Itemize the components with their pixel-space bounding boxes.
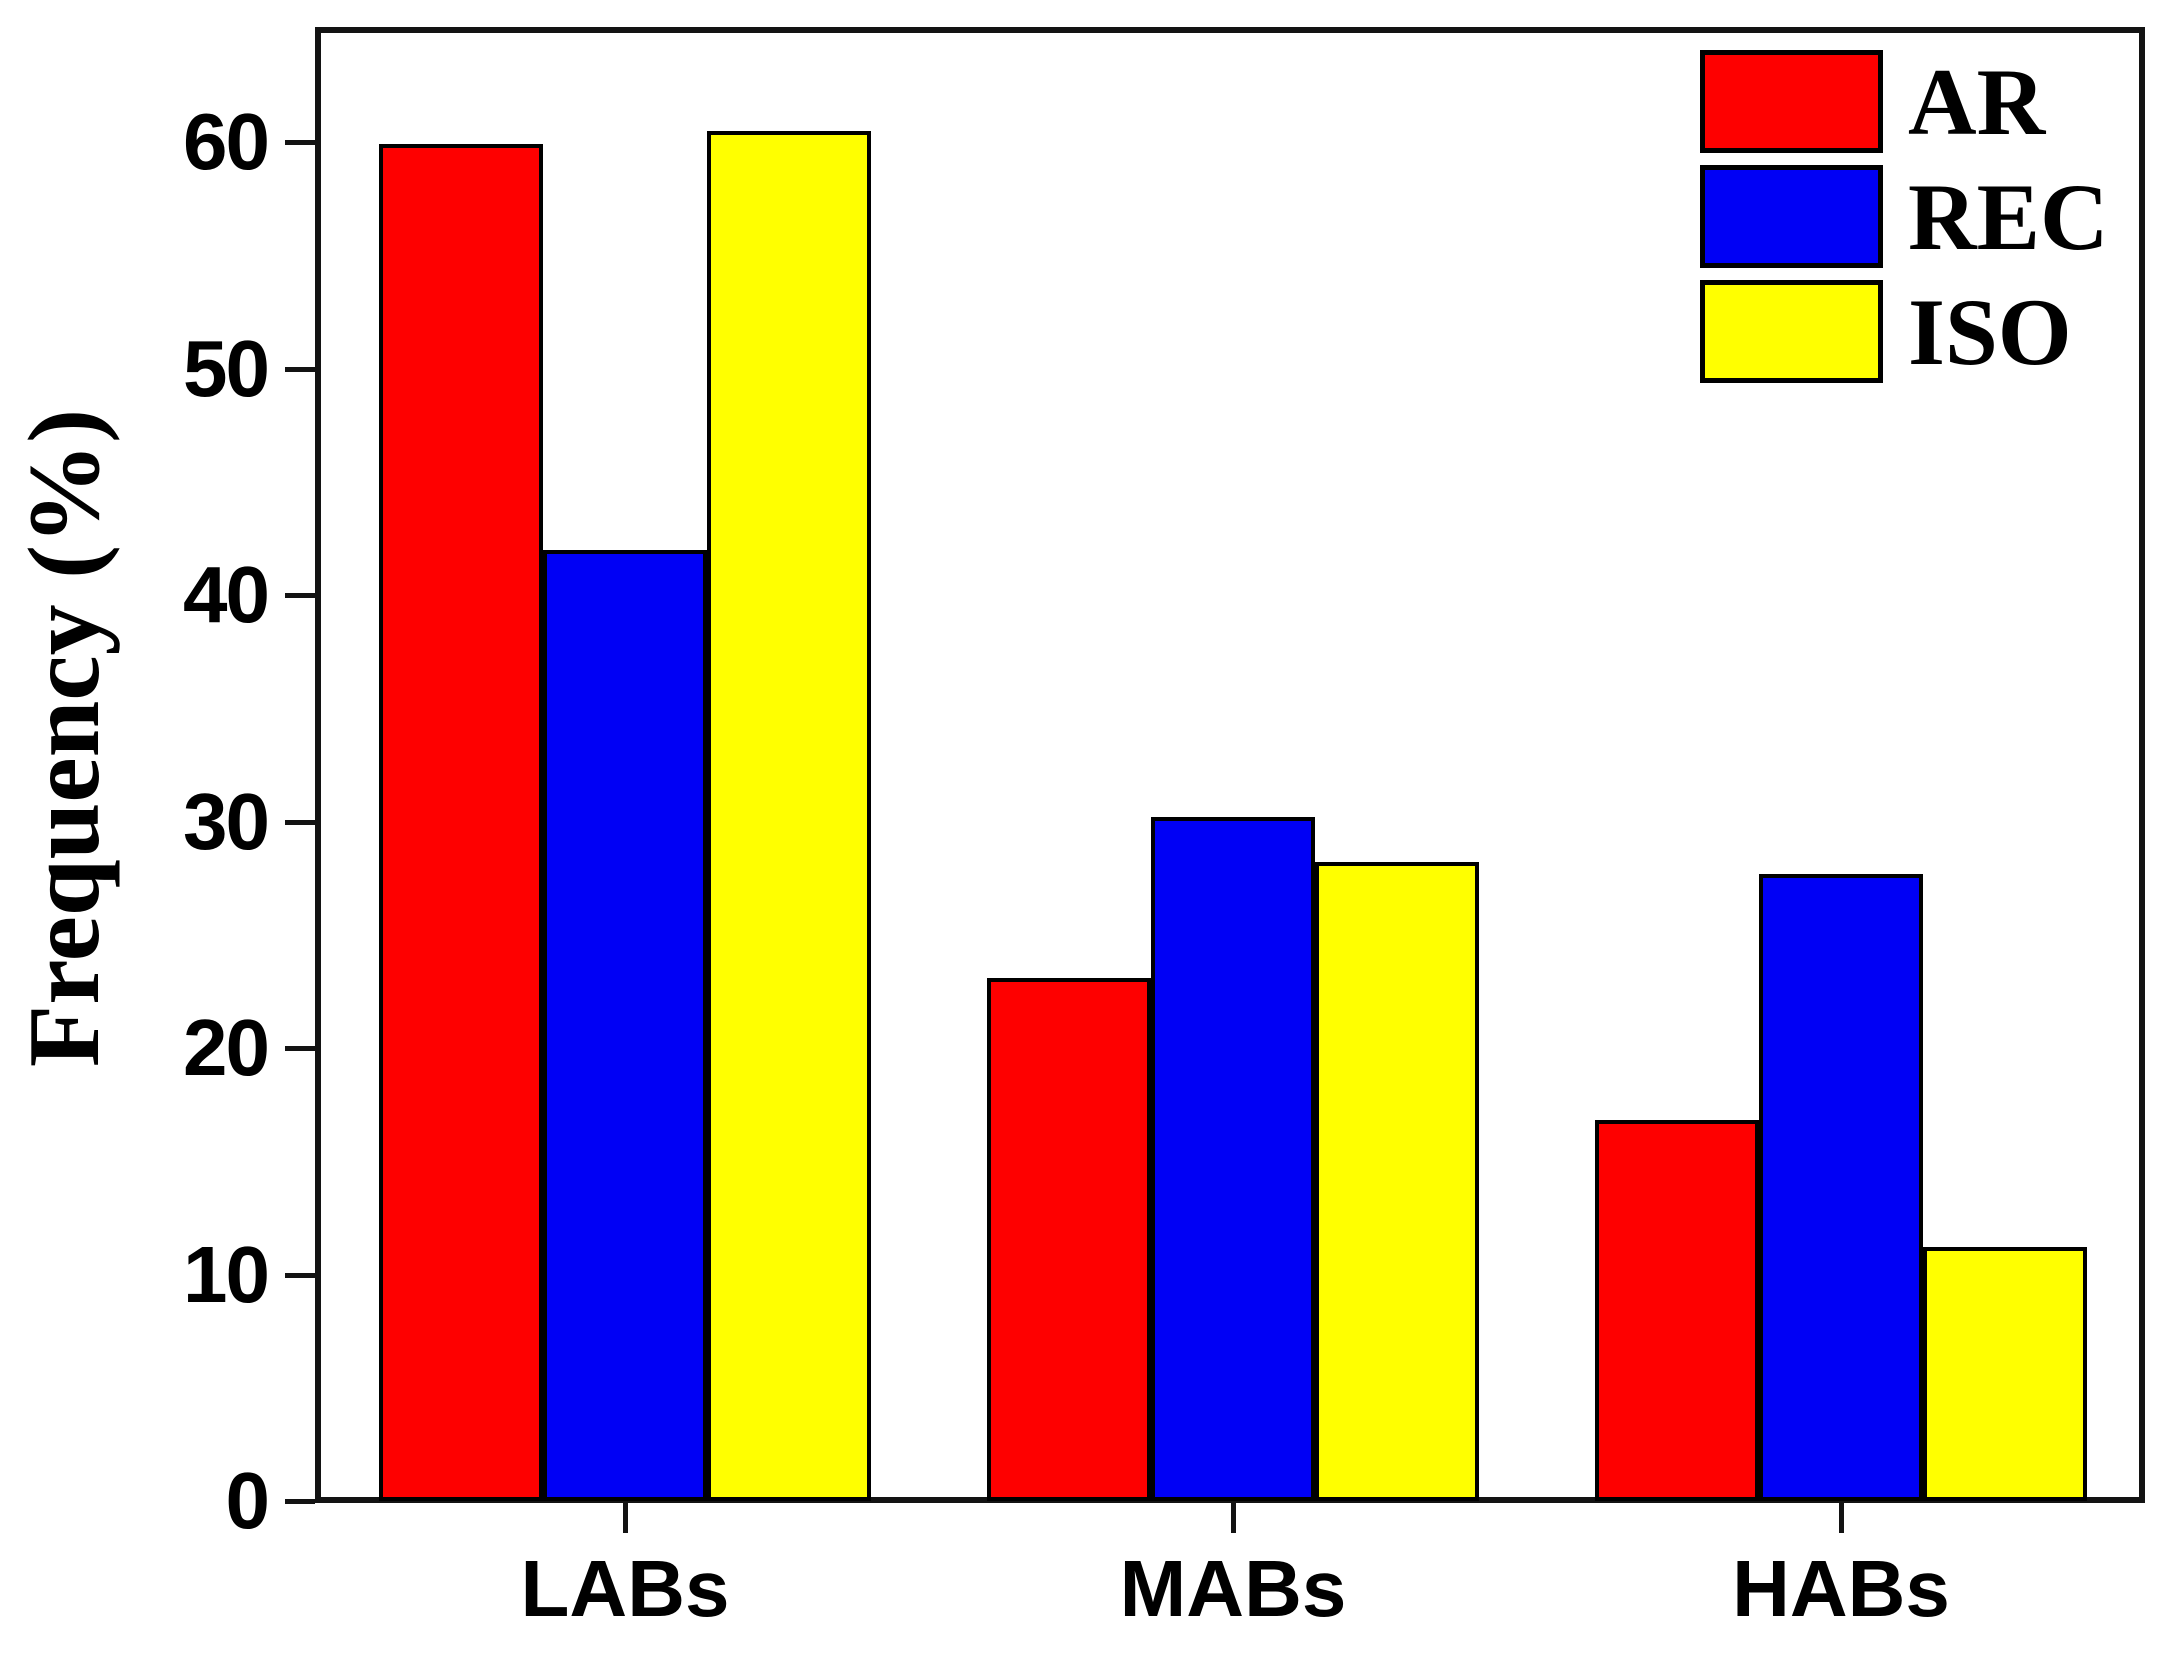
bar-MABs-AR bbox=[987, 978, 1151, 1501]
bar-HABs-ISO bbox=[1923, 1247, 2087, 1501]
y-tick-60 bbox=[285, 140, 315, 145]
y-tick-20 bbox=[285, 1046, 315, 1051]
x-tick-HABs bbox=[1839, 1503, 1844, 1533]
y-tick-label-10: 10 bbox=[183, 1229, 270, 1319]
legend-swatch-AR bbox=[1700, 50, 1883, 153]
bar-LABs-AR bbox=[379, 144, 543, 1501]
bar-LABs-ISO bbox=[707, 131, 871, 1501]
y-tick-label-60: 60 bbox=[183, 97, 270, 186]
y-tick-10 bbox=[285, 1272, 315, 1278]
x-tick-label-LABs: LABs bbox=[520, 1544, 730, 1633]
y-tick-50 bbox=[285, 366, 315, 372]
x-tick-LABs bbox=[623, 1503, 628, 1533]
y-tick-30 bbox=[285, 819, 315, 825]
y-tick-label-30: 30 bbox=[183, 776, 270, 866]
bar-HABs-REC bbox=[1759, 874, 1923, 1501]
y-tick-0 bbox=[285, 1499, 315, 1504]
legend-swatch-REC bbox=[1700, 165, 1883, 268]
legend-label-ISO: ISO bbox=[1908, 278, 2072, 385]
bar-HABs-AR bbox=[1595, 1120, 1759, 1501]
y-tick-40 bbox=[285, 593, 315, 598]
x-tick-label-MABs: MABs bbox=[1119, 1544, 1347, 1633]
bar-MABs-ISO bbox=[1315, 862, 1479, 1501]
y-tick-label-0: 0 bbox=[225, 1456, 271, 1545]
bar-MABs-REC bbox=[1151, 817, 1315, 1501]
legend-label-AR: AR bbox=[1908, 48, 2046, 155]
y-tick-label-40: 40 bbox=[183, 550, 270, 639]
y-tick-label-50: 50 bbox=[183, 323, 270, 413]
y-tick-label-20: 20 bbox=[183, 1003, 270, 1092]
bar-LABs-REC bbox=[543, 550, 707, 1501]
x-tick-MABs bbox=[1231, 1503, 1236, 1533]
legend-swatch-ISO bbox=[1700, 280, 1883, 383]
legend-label-REC: REC bbox=[1908, 163, 2109, 270]
x-tick-label-HABs: HABs bbox=[1732, 1544, 1950, 1633]
